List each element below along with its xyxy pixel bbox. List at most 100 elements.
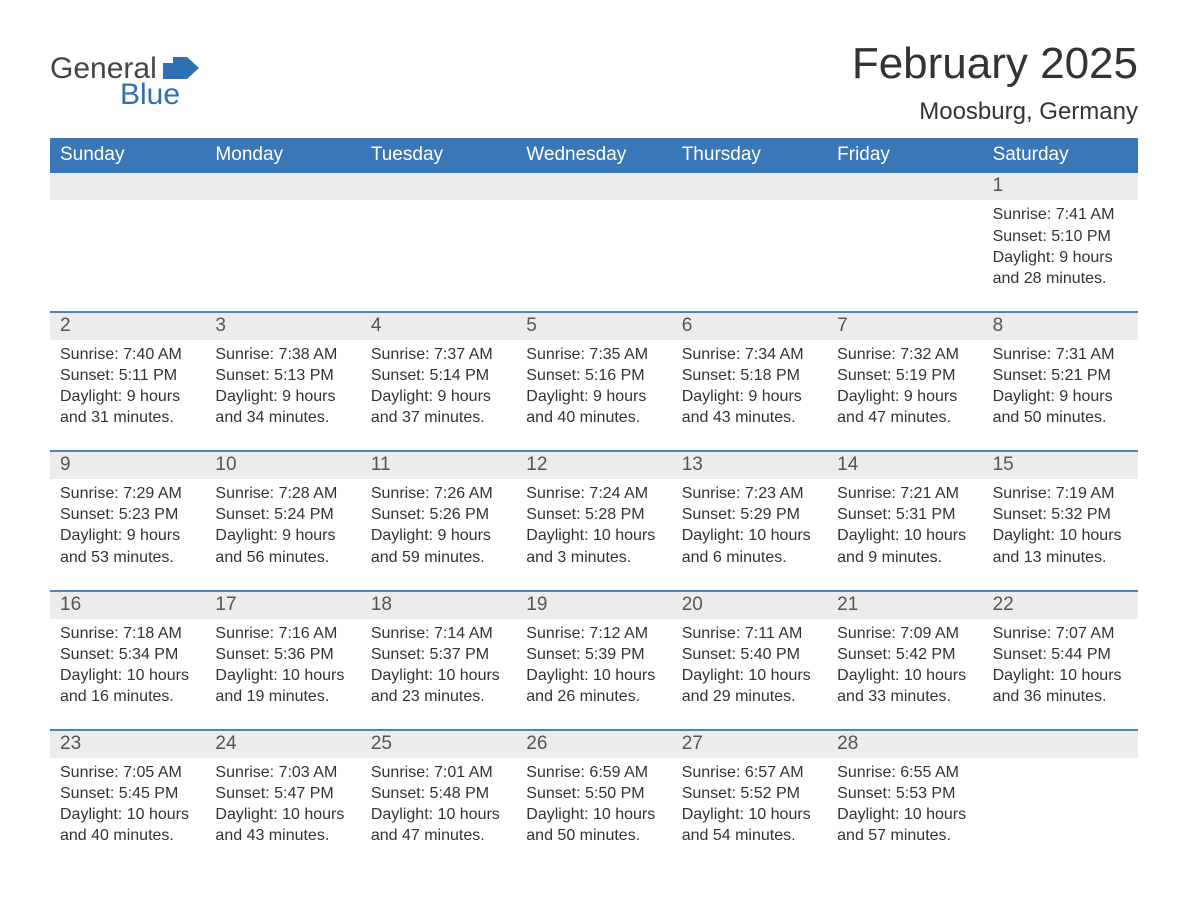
- day-cell: Sunrise: 7:29 AMSunset: 5:23 PMDaylight:…: [50, 479, 205, 575]
- day-dl1: Daylight: 10 hours: [526, 525, 661, 546]
- day-sunset: Sunset: 5:47 PM: [215, 783, 350, 804]
- day-number: 6: [672, 313, 827, 340]
- day-sunrise: Sunrise: 7:29 AM: [60, 483, 195, 504]
- day-dl1: Daylight: 10 hours: [371, 665, 506, 686]
- day-sunset: Sunset: 5:50 PM: [526, 783, 661, 804]
- dow-cell: Thursday: [672, 138, 827, 173]
- day-sunset: Sunset: 5:24 PM: [215, 504, 350, 525]
- header: General Blue February 2025 Moosburg, Ger…: [50, 40, 1138, 126]
- day-dl1: Daylight: 9 hours: [371, 525, 506, 546]
- day-dl2: and 47 minutes.: [371, 825, 506, 846]
- day-dl2: and 57 minutes.: [837, 825, 972, 846]
- day-dl1: Daylight: 10 hours: [60, 665, 195, 686]
- day-dl2: and 40 minutes.: [526, 407, 661, 428]
- day-cell: Sunrise: 7:32 AMSunset: 5:19 PMDaylight:…: [827, 340, 982, 436]
- day-dl2: and 34 minutes.: [215, 407, 350, 428]
- day-dl2: and 33 minutes.: [837, 686, 972, 707]
- day-dl1: Daylight: 9 hours: [526, 386, 661, 407]
- day-cell: Sunrise: 7:01 AMSunset: 5:48 PMDaylight:…: [361, 758, 516, 854]
- day-sunset: Sunset: 5:26 PM: [371, 504, 506, 525]
- day-sunrise: Sunrise: 6:57 AM: [682, 762, 817, 783]
- day-cell: Sunrise: 7:24 AMSunset: 5:28 PMDaylight:…: [516, 479, 671, 575]
- day-cell: Sunrise: 7:26 AMSunset: 5:26 PMDaylight:…: [361, 479, 516, 575]
- day-sunset: Sunset: 5:31 PM: [837, 504, 972, 525]
- day-cell: Sunrise: 6:55 AMSunset: 5:53 PMDaylight:…: [827, 758, 982, 854]
- day-number: 8: [983, 313, 1138, 340]
- calendar: SundayMondayTuesdayWednesdayThursdayFrid…: [50, 138, 1138, 854]
- day-cell: Sunrise: 7:37 AMSunset: 5:14 PMDaylight:…: [361, 340, 516, 436]
- day-sunrise: Sunrise: 7:41 AM: [993, 204, 1128, 225]
- day-number: 3: [205, 313, 360, 340]
- day-dl1: Daylight: 9 hours: [682, 386, 817, 407]
- day-sunrise: Sunrise: 7:31 AM: [993, 344, 1128, 365]
- day-dl2: and 28 minutes.: [993, 268, 1128, 289]
- day-number: 15: [983, 452, 1138, 479]
- day-cell: [50, 200, 205, 296]
- day-sunrise: Sunrise: 7:16 AM: [215, 623, 350, 644]
- day-number: 1: [983, 173, 1138, 200]
- day-dl1: Daylight: 10 hours: [215, 804, 350, 825]
- day-number: [672, 173, 827, 200]
- daydata-row: Sunrise: 7:05 AMSunset: 5:45 PMDaylight:…: [50, 758, 1138, 854]
- day-dl2: and 54 minutes.: [682, 825, 817, 846]
- week-row: 16171819202122Sunrise: 7:18 AMSunset: 5:…: [50, 590, 1138, 715]
- day-dl2: and 47 minutes.: [837, 407, 972, 428]
- day-dl1: Daylight: 10 hours: [526, 665, 661, 686]
- day-dl2: and 3 minutes.: [526, 547, 661, 568]
- day-number: 11: [361, 452, 516, 479]
- day-dl1: Daylight: 9 hours: [993, 386, 1128, 407]
- day-number: 27: [672, 731, 827, 758]
- day-of-week-header: SundayMondayTuesdayWednesdayThursdayFrid…: [50, 138, 1138, 173]
- day-number: 25: [361, 731, 516, 758]
- day-dl2: and 59 minutes.: [371, 547, 506, 568]
- day-cell: Sunrise: 7:18 AMSunset: 5:34 PMDaylight:…: [50, 619, 205, 715]
- day-number: 23: [50, 731, 205, 758]
- day-sunrise: Sunrise: 7:38 AM: [215, 344, 350, 365]
- day-sunset: Sunset: 5:11 PM: [60, 365, 195, 386]
- day-cell: Sunrise: 7:21 AMSunset: 5:31 PMDaylight:…: [827, 479, 982, 575]
- week-row: 2345678Sunrise: 7:40 AMSunset: 5:11 PMDa…: [50, 311, 1138, 436]
- day-number: [827, 173, 982, 200]
- day-dl2: and 56 minutes.: [215, 547, 350, 568]
- day-cell: Sunrise: 7:31 AMSunset: 5:21 PMDaylight:…: [983, 340, 1138, 436]
- day-dl2: and 13 minutes.: [993, 547, 1128, 568]
- day-dl2: and 6 minutes.: [682, 547, 817, 568]
- day-cell: [672, 200, 827, 296]
- day-number: [361, 173, 516, 200]
- day-sunrise: Sunrise: 7:40 AM: [60, 344, 195, 365]
- day-sunrise: Sunrise: 7:35 AM: [526, 344, 661, 365]
- dow-cell: Friday: [827, 138, 982, 173]
- day-dl2: and 19 minutes.: [215, 686, 350, 707]
- daynum-row: 2345678: [50, 313, 1138, 340]
- day-cell: Sunrise: 7:40 AMSunset: 5:11 PMDaylight:…: [50, 340, 205, 436]
- day-sunset: Sunset: 5:44 PM: [993, 644, 1128, 665]
- day-cell: [983, 758, 1138, 854]
- day-sunrise: Sunrise: 7:26 AM: [371, 483, 506, 504]
- day-sunset: Sunset: 5:16 PM: [526, 365, 661, 386]
- day-number: [50, 173, 205, 200]
- day-sunset: Sunset: 5:37 PM: [371, 644, 506, 665]
- day-sunset: Sunset: 5:18 PM: [682, 365, 817, 386]
- day-cell: Sunrise: 7:03 AMSunset: 5:47 PMDaylight:…: [205, 758, 360, 854]
- day-cell: [361, 200, 516, 296]
- day-number: 21: [827, 592, 982, 619]
- logo: General Blue: [50, 40, 199, 110]
- day-cell: Sunrise: 7:14 AMSunset: 5:37 PMDaylight:…: [361, 619, 516, 715]
- day-sunrise: Sunrise: 7:21 AM: [837, 483, 972, 504]
- day-sunrise: Sunrise: 7:23 AM: [682, 483, 817, 504]
- day-number: 28: [827, 731, 982, 758]
- day-sunrise: Sunrise: 7:18 AM: [60, 623, 195, 644]
- day-number: 14: [827, 452, 982, 479]
- day-dl2: and 29 minutes.: [682, 686, 817, 707]
- day-number: 10: [205, 452, 360, 479]
- day-cell: Sunrise: 7:38 AMSunset: 5:13 PMDaylight:…: [205, 340, 360, 436]
- day-dl1: Daylight: 10 hours: [837, 665, 972, 686]
- day-dl1: Daylight: 10 hours: [837, 525, 972, 546]
- daynum-row: 16171819202122: [50, 592, 1138, 619]
- day-sunset: Sunset: 5:14 PM: [371, 365, 506, 386]
- day-number: 5: [516, 313, 671, 340]
- day-cell: [205, 200, 360, 296]
- day-sunrise: Sunrise: 7:14 AM: [371, 623, 506, 644]
- day-sunset: Sunset: 5:13 PM: [215, 365, 350, 386]
- day-cell: Sunrise: 7:34 AMSunset: 5:18 PMDaylight:…: [672, 340, 827, 436]
